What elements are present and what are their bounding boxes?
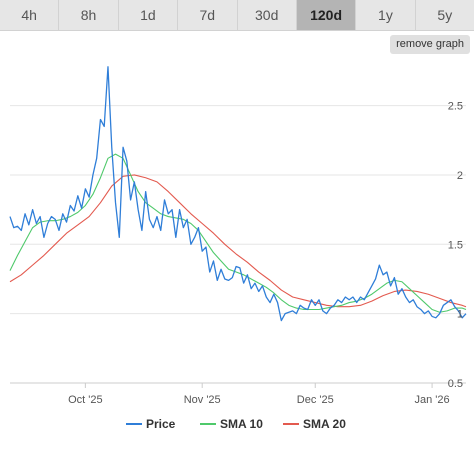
tab-30d[interactable]: 30d	[238, 0, 297, 30]
y-tick-label: 2	[457, 170, 463, 182]
tab-120d[interactable]: 120d	[296, 0, 357, 30]
series-line-sma-20	[9, 174, 467, 308]
y-tick-label: 0.5	[448, 378, 463, 390]
tab-4h[interactable]: 4h	[0, 0, 60, 30]
series-line-sma-10	[9, 153, 467, 313]
y-axis: 0.5 1 1.5 2 2.5	[448, 101, 463, 390]
x-tick-label: Oct '25	[68, 394, 103, 406]
y-tick-label: 1.5	[448, 239, 463, 251]
legend-label: Price	[146, 417, 176, 431]
legend-item-sma-20[interactable]: SMA 20	[283, 417, 346, 431]
legend-item-price[interactable]: Price	[126, 417, 176, 431]
grid	[10, 105, 466, 384]
tab-5y[interactable]: 5y	[437, 7, 453, 23]
remove-graph-button[interactable]: remove graph	[390, 35, 470, 54]
series-line-price	[9, 66, 467, 322]
tab-7d[interactable]: 7d	[178, 0, 238, 30]
series-lines	[9, 66, 467, 322]
legend-label: SMA 20	[303, 417, 346, 431]
tab-1d[interactable]: 1d	[119, 0, 179, 30]
x-axis: Oct '25 Nov '25 Dec '25 Jan '26	[10, 382, 466, 406]
x-tick-label: Jan '26	[415, 394, 450, 406]
price-chart: Oct '25 Nov '25 Dec '25 Jan '26 0.5 1 1.5 2 2.5…	[9, 66, 467, 431]
legend[interactable]: Price SMA 10 SMA 20	[126, 417, 346, 431]
y-tick-label: 1	[457, 309, 463, 321]
y-tick-label: 2.5	[448, 101, 463, 113]
tab-8h[interactable]: 8h	[59, 0, 119, 30]
x-tick-label: Nov '25	[184, 394, 221, 406]
timeframe-tabs: 4h 8h 1d 7d 30d 120d 1y 5y	[0, 0, 474, 31]
legend-item-sma-10[interactable]: SMA 10	[200, 417, 263, 431]
x-tick-label: Dec '25	[297, 394, 334, 406]
legend-label: SMA 10	[220, 417, 263, 431]
tab-1y[interactable]: 1y	[356, 0, 416, 30]
